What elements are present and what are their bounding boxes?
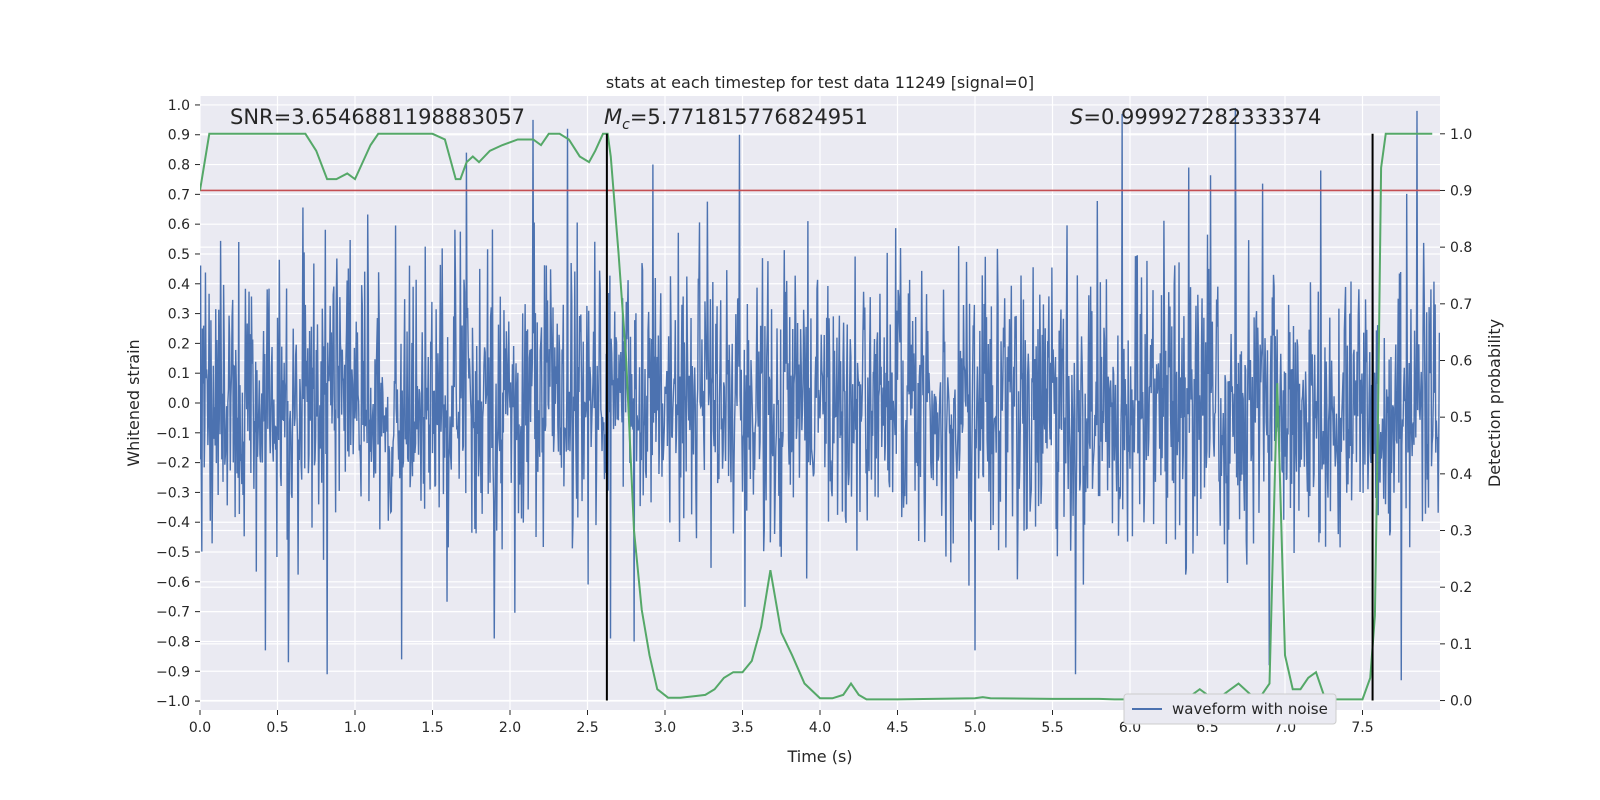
x-tick-label: 5.5: [1041, 720, 1063, 736]
s-annotation: S=0.999927282333374: [1070, 105, 1321, 129]
s-symbol: S: [1070, 105, 1083, 129]
x-tick-label: 1.0: [344, 720, 366, 736]
mc-value: =5.771815776824951: [630, 105, 868, 129]
probability-series: [200, 132, 1433, 701]
s-value: =0.999927282333374: [1083, 105, 1321, 129]
y-right-tick-label: 0.1: [1450, 637, 1472, 653]
y-right-tick-label: 0.6: [1450, 353, 1472, 369]
y-tick-label: −0.6: [156, 575, 190, 591]
y-tick-label: −0.9: [156, 664, 190, 680]
y-right-tick-label: 0.0: [1450, 694, 1472, 710]
y-right-tick-label: 1.0: [1450, 127, 1472, 143]
y-right-tick-label: 0.4: [1450, 467, 1472, 483]
x-tick-label: 0.5: [266, 720, 288, 736]
y-tick-label: 0.8: [168, 158, 190, 174]
y-tick-label: 0.5: [168, 247, 190, 263]
vertical-markers: [605, 133, 1374, 701]
y-tick-label: −0.2: [156, 456, 190, 472]
waveform-series: [200, 107, 1440, 681]
probability-line: [200, 132, 1433, 701]
legend-label-waveform: waveform with noise: [1172, 700, 1328, 718]
x-tick-label: 0.0: [189, 720, 211, 736]
x-tick-label: 4.5: [886, 720, 908, 736]
y-axis-label-left: Whitened strain: [124, 339, 143, 466]
legend-box: [1123, 693, 1337, 725]
x-tick-label: 7.5: [1351, 720, 1373, 736]
mc-subscript: c: [622, 117, 630, 133]
y-tick-label: −0.4: [156, 515, 190, 531]
x-axis-label: Time (s): [786, 747, 852, 766]
snr-annotation: SNR=3.6546881198883057: [230, 105, 525, 129]
y-right-tick-label: 0.7: [1450, 297, 1472, 313]
x-tick-label: 5.0: [964, 720, 986, 736]
y-right-tick-label: 0.2: [1450, 580, 1472, 596]
y-tick-label: 0.3: [168, 307, 190, 323]
y-tick-label: 0.9: [168, 128, 190, 144]
chart-title: stats at each timestep for test data 112…: [606, 73, 1034, 92]
x-tick-label: 4.0: [809, 720, 831, 736]
y-right-tick-label: 0.9: [1450, 183, 1472, 199]
waveform-line: [200, 107, 1440, 681]
y-tick-label: 0.4: [168, 277, 190, 293]
y-tick-label: 0.7: [168, 187, 190, 203]
mc-annotation: Mc=5.771815776824951: [604, 105, 868, 133]
mc-symbol: M: [604, 105, 622, 129]
x-tick-label: 1.5: [421, 720, 443, 736]
y-tick-label: 0.0: [168, 396, 190, 412]
y-tick-label: 0.1: [168, 366, 190, 382]
y-tick-label: −0.8: [156, 634, 190, 650]
x-tick-label: 3.0: [654, 720, 676, 736]
y-tick-label: −1.0: [156, 694, 190, 710]
x-tick-label: 2.5: [576, 720, 598, 736]
y-tick-label: −0.3: [156, 485, 190, 501]
y-tick-label: 0.2: [168, 336, 190, 352]
y-right-tick-label: 0.5: [1450, 410, 1472, 426]
y-tick-label: −0.1: [156, 426, 190, 442]
y-tick-label: 0.6: [168, 217, 190, 233]
axes: 0.0 0.5 1.0 1.5 2.0 2.5 3.0 3.5 4.0 4.5 5.0 5.5 6.0 6…: [156, 98, 1472, 736]
y-tick-label: 1.0: [168, 98, 190, 114]
x-tick-label: 3.5: [731, 720, 753, 736]
y-right-tick-label: 0.3: [1450, 524, 1472, 540]
x-tick-label: 2.0: [499, 720, 521, 736]
legend: waveform with noise: [1123, 693, 1337, 725]
y-right-tick-label: 0.8: [1450, 240, 1472, 256]
y-axis-label-right: Detection probability: [1485, 319, 1504, 487]
y-tick-label: −0.7: [156, 605, 190, 621]
y-tick-label: −0.5: [156, 545, 190, 561]
